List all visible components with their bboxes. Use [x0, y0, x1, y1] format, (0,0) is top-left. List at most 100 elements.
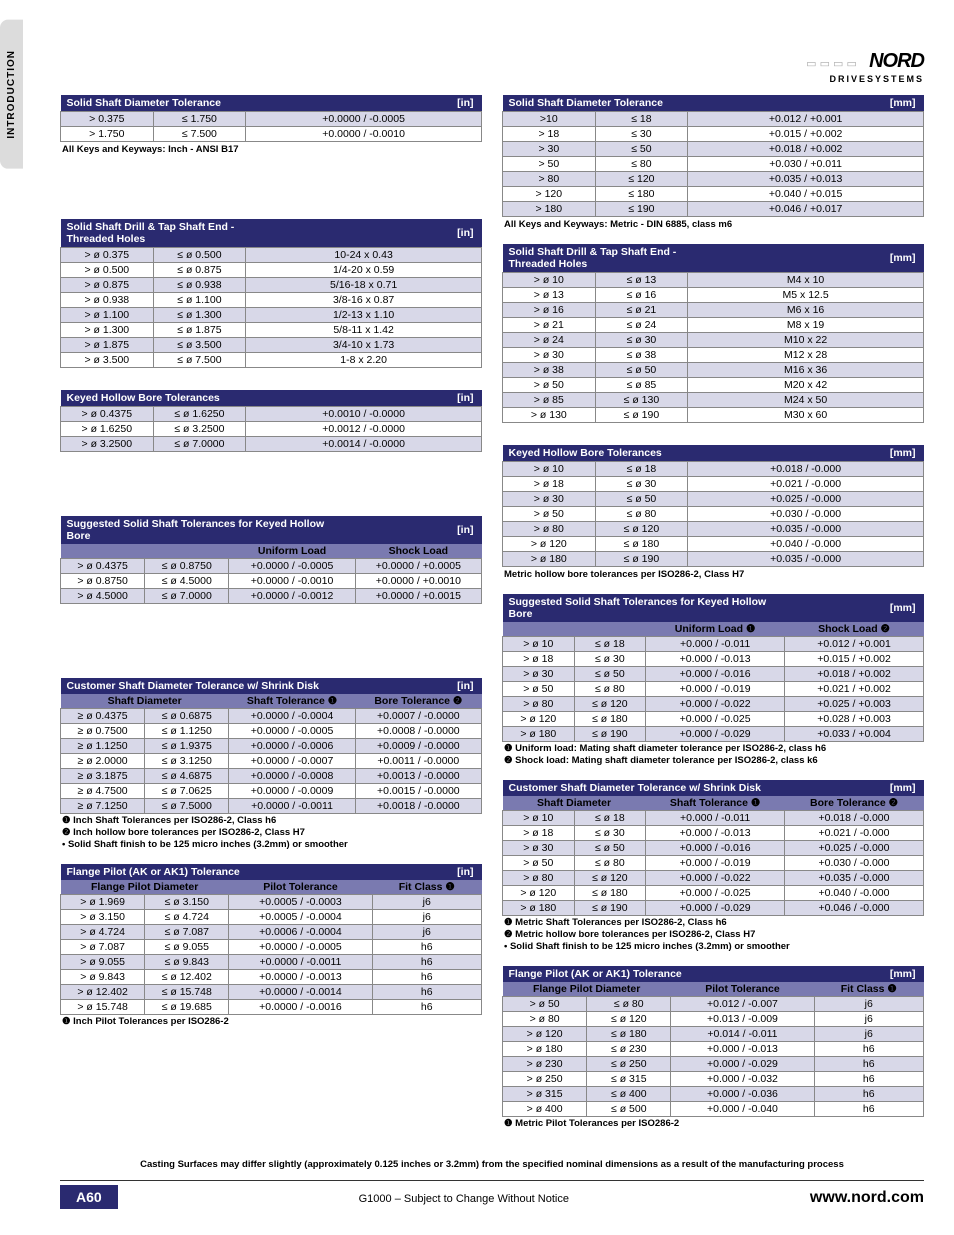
- table-row: > ø 30≤ ø 50+0.000 / -0.016+0.018 / +0.0…: [503, 667, 924, 682]
- table-cell: ≤ ø 0.875: [153, 263, 246, 278]
- sub-header: [574, 622, 646, 637]
- table-note: All Keys and Keyways: Inch - ANSI B17: [62, 144, 482, 155]
- table-cell: +0.000 / -0.013: [646, 652, 785, 667]
- table-row: > ø 30≤ ø 50+0.000 / -0.016+0.025 / -0.0…: [503, 841, 924, 856]
- table-cell: > ø 1.875: [61, 338, 154, 353]
- table-cell: > ø 180: [503, 727, 575, 742]
- table-row: > ø 0.4375≤ ø 0.8750+0.0000 / -0.0005+0.…: [61, 559, 482, 574]
- table-cell: +0.0015 / -0.0000: [355, 784, 481, 799]
- table-cell: > ø 9.055: [61, 955, 145, 970]
- table-cell: +0.018 / +0.002: [785, 667, 924, 682]
- table-row: > 80≤ 120+0.035 / +0.013: [503, 172, 924, 187]
- table-cell: +0.040 / +0.015: [688, 187, 924, 202]
- table-cell: ≤ ø 500: [587, 1102, 671, 1117]
- table-cell: > ø 315: [503, 1087, 587, 1102]
- sub-header: Fit Class ❶: [814, 982, 923, 997]
- table-title: Keyed Hollow Bore Tolerances: [503, 445, 688, 462]
- table-cell: ≤ ø 130: [595, 393, 688, 408]
- table-row: > ø 3.2500≤ ø 7.0000+0.0014 / -0.0000: [61, 437, 482, 452]
- table-row: > ø 18≤ ø 30+0.000 / -0.013+0.021 / -0.0…: [503, 826, 924, 841]
- table-cell: +0.035 / -0.000: [688, 522, 924, 537]
- table-row: > ø 10≤ ø 18+0.000 / -0.011+0.018 / -0.0…: [503, 811, 924, 826]
- sub-header: Flange Pilot Diameter: [61, 880, 229, 895]
- sub-header: Shock Load: [355, 544, 481, 559]
- table-cell: +0.0014 / -0.0000: [246, 437, 482, 452]
- table-row: > ø 80≤ ø 120+0.035 / -0.000: [503, 522, 924, 537]
- table-cell: > ø 180: [503, 1042, 587, 1057]
- table-unit: [in]: [246, 390, 482, 407]
- table-cell: ≤ ø 190: [574, 727, 646, 742]
- table-footnote: ❷ Inch hollow bore tolerances per ISO286…: [62, 827, 482, 838]
- sub-header: Uniform Load: [229, 544, 355, 559]
- table-cell: ≤ ø 1.6250: [153, 407, 246, 422]
- table-footnote: ❶ Inch Shaft Tolerances per ISO286-2, Cl…: [62, 815, 482, 826]
- table-cell: M6 x 16: [688, 303, 924, 318]
- table-cell: > 30: [503, 142, 596, 157]
- table-cell: ≤ ø 3.500: [153, 338, 246, 353]
- data-table: Solid Shaft Diameter Tolerance[mm]>10≤ 1…: [502, 95, 924, 217]
- table-cell: M5 x 12.5: [688, 288, 924, 303]
- table-cell: M30 x 60: [688, 408, 924, 423]
- table-cell: +0.0013 / -0.0000: [355, 769, 481, 784]
- table-cell: ≤ ø 120: [587, 1012, 671, 1027]
- table-cell: ≤ ø 16: [595, 288, 688, 303]
- table-cell: +0.000 / -0.040: [671, 1102, 814, 1117]
- table-cell: ≤ ø 120: [574, 871, 646, 886]
- sub-header: Flange Pilot Diameter: [503, 982, 671, 997]
- table-cell: > ø 1.100: [61, 308, 154, 323]
- table-unit: [mm]: [785, 780, 924, 796]
- table-cell: > ø 50: [503, 378, 596, 393]
- table-cell: > ø 120: [503, 886, 575, 901]
- table-cell: > ø 50: [503, 856, 575, 871]
- table-cell: ≤ ø 50: [574, 667, 646, 682]
- table-cell: > ø 18: [503, 477, 596, 492]
- table-cell: +0.046 / +0.017: [688, 202, 924, 217]
- table-cell: > ø 0.4375: [61, 559, 145, 574]
- table-cell: +0.0005 / -0.0004: [229, 910, 372, 925]
- table-title: Customer Shaft Diameter Tolerance w/ Shr…: [503, 780, 785, 796]
- table-cell: j6: [372, 925, 481, 940]
- table-title: Customer Shaft Diameter Tolerance w/ Shr…: [61, 678, 356, 694]
- table-row: > ø 80≤ ø 120+0.013 / -0.009j6: [503, 1012, 924, 1027]
- table-cell: ≤ 190: [595, 202, 688, 217]
- table-cell: ≤ ø 0.938: [153, 278, 246, 293]
- table-cell: ≤ ø 15.748: [145, 985, 229, 1000]
- table-cell: > ø 80: [503, 871, 575, 886]
- table-row: > ø 50≤ ø 85M20 x 42: [503, 378, 924, 393]
- table-cell: +0.012 / +0.001: [785, 637, 924, 652]
- table-unit: [in]: [355, 678, 481, 694]
- table-cell: > ø 30: [503, 667, 575, 682]
- table-footnote: ❶ Inch Pilot Tolerances per ISO286-2: [62, 1016, 482, 1027]
- table-cell: ≤ ø 9.055: [145, 940, 229, 955]
- table-row: > ø 21≤ ø 24M8 x 19: [503, 318, 924, 333]
- sub-header: Bore Tolerance ❷: [785, 796, 924, 811]
- table-cell: ≤ ø 3.150: [145, 895, 229, 910]
- table-cell: +0.014 / -0.011: [671, 1027, 814, 1042]
- table-row: > ø 250≤ ø 315+0.000 / -0.032h6: [503, 1072, 924, 1087]
- table-cell: ≤ ø 80: [595, 507, 688, 522]
- table-row: > ø 80≤ ø 120+0.000 / -0.022+0.035 / -0.…: [503, 871, 924, 886]
- table-cell: > ø 80: [503, 1012, 587, 1027]
- table-cell: > ø 0.500: [61, 263, 154, 278]
- table-cell: +0.000 / -0.022: [646, 697, 785, 712]
- table-cell: ≤ ø 180: [574, 886, 646, 901]
- table-cell: ≤ ø 19.685: [145, 1000, 229, 1015]
- table-cell: > ø 9.843: [61, 970, 145, 985]
- table-cell: > ø 50: [503, 507, 596, 522]
- table-cell: ≤ ø 50: [574, 841, 646, 856]
- table-cell: h6: [372, 985, 481, 1000]
- table-cell: ≤ ø 230: [587, 1042, 671, 1057]
- footer-url: www.nord.com: [810, 1189, 924, 1207]
- table-row: ≥ ø 4.7500≤ ø 7.0625+0.0000 / -0.0009+0.…: [61, 784, 482, 799]
- data-table: Solid Shaft Drill & Tap Shaft End - Thre…: [60, 219, 482, 368]
- table-title: Solid Shaft Drill & Tap Shaft End - Thre…: [61, 219, 246, 248]
- table-cell: 1/4-20 x 0.59: [246, 263, 482, 278]
- table-cell: +0.000 / -0.025: [646, 712, 785, 727]
- table-row: > 18≤ 30+0.015 / +0.002: [503, 127, 924, 142]
- table-cell: +0.046 / -0.000: [785, 901, 924, 916]
- table-cell: > ø 0.375: [61, 248, 154, 263]
- table-cell: ≤ 180: [595, 187, 688, 202]
- table-cell: ≤ ø 21: [595, 303, 688, 318]
- table-cell: +0.0018 / -0.0000: [355, 799, 481, 814]
- table-cell: ≤ ø 3.1250: [145, 754, 229, 769]
